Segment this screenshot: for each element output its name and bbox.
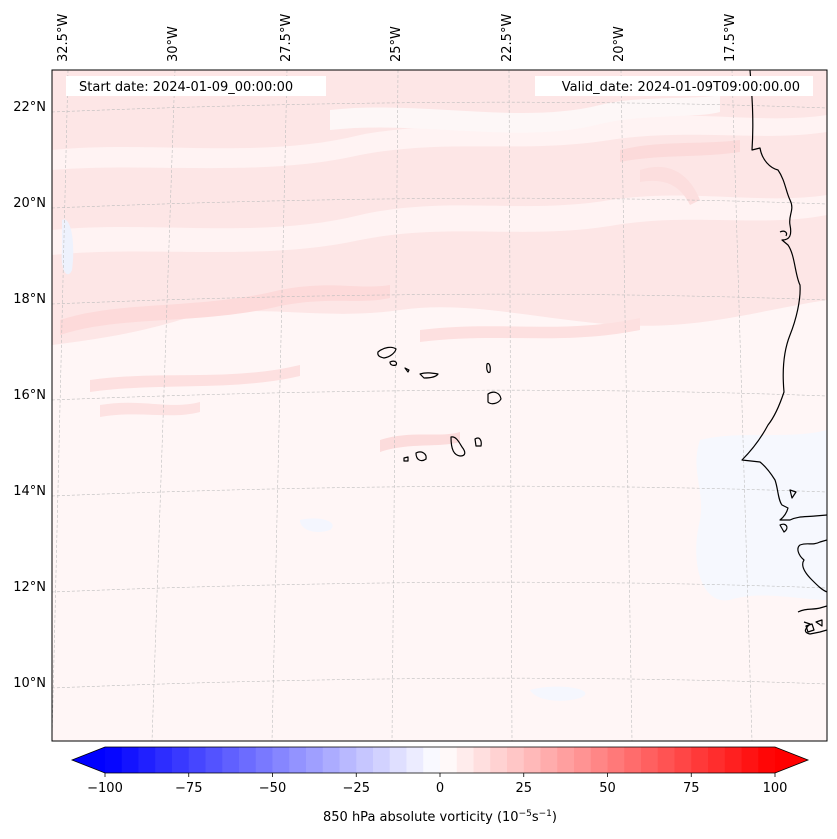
colorbar-segment [289, 747, 307, 773]
colorbar-tick-label: 75 [683, 781, 700, 796]
colorbar-segment [155, 747, 173, 773]
colorbar-tick-label: 25 [515, 781, 532, 796]
coast-island-2 [815, 619, 823, 627]
colorbar-segment [540, 747, 558, 773]
colorbar-segment [373, 747, 391, 773]
colorbar-segment [121, 747, 140, 773]
colorbar-segment [239, 747, 257, 773]
colorbar-segment [272, 747, 290, 773]
lat-label: 16°N [13, 388, 46, 403]
island-sao-nicolau [419, 372, 439, 379]
island-fogo [415, 451, 427, 462]
coast-inlet-1 [779, 230, 788, 237]
colorbar-segment [724, 747, 743, 773]
colorbar-segment [172, 747, 190, 773]
colorbar-segment [138, 747, 156, 773]
colorbar-segment [440, 747, 458, 773]
colorbar-max-arrow [775, 747, 808, 773]
colorbar-tick-label: 100 [763, 781, 788, 796]
colorbar-tick-label: −75 [175, 781, 202, 796]
latitude-labels: 22°N 20°N 18°N 16°N 14°N 12°N 10°N [13, 100, 46, 691]
lon-label: 30°W [166, 26, 181, 62]
colorbar: −100 −75 −50 −25 0 25 50 75 100 850 hPa absolute… [70, 746, 810, 825]
map-frame [51, 69, 828, 742]
colorbar-segment [590, 747, 609, 773]
lat-label: 10°N [13, 676, 46, 691]
longitude-labels: 32.5°W 30°W 27.5°W 25°W 22.5°W 20°W 17.5… [56, 14, 738, 62]
colorbar-segment [322, 747, 341, 773]
colorbar-segment [607, 747, 625, 773]
colorbar-segment [339, 747, 357, 773]
colorbar-segment [205, 747, 223, 773]
colorbar-segment [255, 747, 274, 773]
colorbar-segment [557, 747, 575, 773]
coast-island-bissagos [805, 623, 815, 633]
island-brava [403, 456, 409, 462]
map-panel: Start date: 2024-01-09_00:00:00 Valid_da… [52, 70, 827, 741]
colorbar-segment [657, 747, 676, 773]
island-santo-antao [377, 346, 397, 359]
colorbar-segment [574, 747, 592, 773]
colorbar-label: 850 hPa absolute vorticity (10−5s−1) [323, 809, 557, 825]
colorbar-segment [356, 747, 374, 773]
lat-label: 14°N [13, 484, 46, 499]
coast-island-3 [779, 523, 788, 533]
colorbar-segment [490, 747, 508, 773]
lon-label: 17.5°W [723, 14, 738, 62]
lon-label: 27.5°W [279, 14, 294, 62]
lon-label: 32.5°W [56, 14, 71, 62]
colorbar-segment [641, 747, 659, 773]
coastlines [741, 70, 827, 635]
colorbar-segment [389, 747, 408, 773]
island-boa-vista [487, 391, 502, 405]
lat-label: 12°N [13, 580, 46, 595]
colorbar-segment [456, 747, 475, 773]
colorbar-tick-label: −25 [343, 781, 370, 796]
colorbar-segment [423, 747, 441, 773]
map-gridlines [52, 70, 827, 741]
colorbar-segment [523, 747, 542, 773]
colorbar-segment [222, 747, 240, 773]
lon-label: 20°W [612, 26, 627, 62]
colorbar-tick-label: 0 [436, 781, 444, 796]
island-sao-vicente [389, 360, 398, 366]
colorbar-segment [741, 747, 759, 773]
colorbar-segment [473, 747, 491, 773]
colorbar-segment [758, 747, 776, 773]
colorbar-segment [306, 747, 324, 773]
valid-date-background [535, 76, 813, 96]
cape-verde-islands [377, 346, 502, 462]
colorbar-segment [188, 747, 207, 773]
valid-date-label: Valid_date: 2024-01-09T09:00:00.00 [562, 80, 800, 95]
island-santiago [450, 436, 466, 457]
colorbar-segment [674, 747, 692, 773]
coast-inlet-2 [789, 489, 797, 499]
colorbar-segment [624, 747, 642, 773]
colorbar-segment [507, 747, 525, 773]
lat-label: 18°N [13, 292, 46, 307]
start-date-background [66, 76, 326, 96]
start-date-label: Start date: 2024-01-09_00:00:00 [79, 80, 293, 95]
lon-label: 25°W [389, 26, 404, 62]
colorbar-min-arrow [72, 747, 105, 773]
colorbar-segment [691, 747, 709, 773]
west-africa-coastline [741, 70, 827, 635]
colorbar-segment [105, 747, 123, 773]
lat-label: 22°N [13, 100, 46, 115]
colorbar-ticks: −100 −75 −50 −25 0 25 50 75 100 [87, 773, 787, 796]
island-sal [486, 362, 491, 374]
colorbar-tick-label: −50 [259, 781, 286, 796]
colorbar-segments [105, 747, 776, 773]
vorticity-field-contours [52, 70, 827, 701]
colorbar-segment [708, 747, 726, 773]
lat-label: 20°N [13, 196, 46, 211]
colorbar-tick-label: 50 [599, 781, 616, 796]
island-maio [474, 437, 482, 447]
island-santa-luzia [404, 367, 410, 373]
lon-label: 22.5°W [500, 14, 515, 62]
colorbar-segment [406, 747, 424, 773]
colorbar-tick-label: −100 [87, 781, 123, 796]
